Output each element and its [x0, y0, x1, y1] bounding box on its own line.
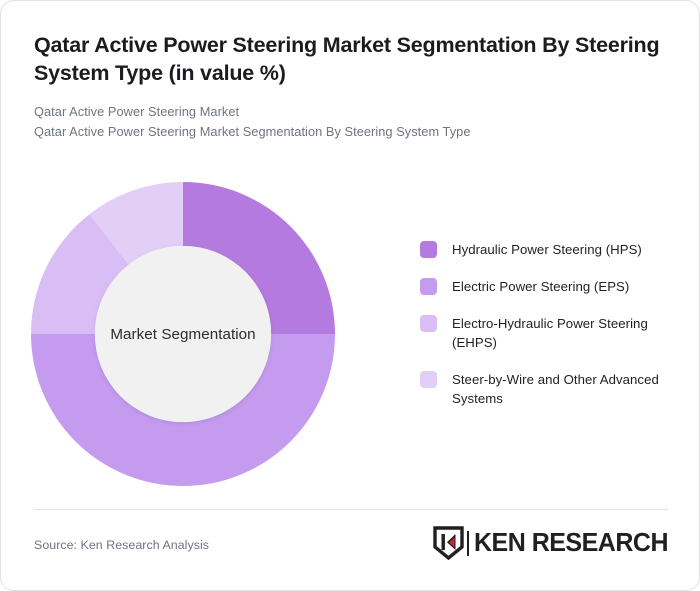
- legend-color-swatch: [420, 241, 437, 258]
- legend-item[interactable]: Electric Power Steering (EPS): [420, 277, 680, 296]
- legend-item-label: Steer-by-Wire and Other Advanced Systems: [452, 372, 659, 406]
- legend-item[interactable]: Steer-by-Wire and Other Advanced Systems: [420, 370, 680, 408]
- ken-research-logo: KEN RESEARCH: [433, 525, 669, 561]
- donut-hole: [95, 246, 271, 422]
- donut-chart-svg: [31, 182, 335, 486]
- logo-divider: [466, 530, 469, 556]
- page-title: Qatar Active Power Steering Market Segme…: [34, 33, 660, 85]
- legend-item[interactable]: Hydraulic Power Steering (HPS): [420, 240, 680, 259]
- subtitle-block: Qatar Active Power Steering Market Qatar…: [34, 102, 674, 142]
- legend-color-swatch: [420, 315, 437, 332]
- donut-chart: Market Segmentation: [31, 182, 335, 486]
- ken-research-shield-k-icon: [433, 526, 464, 560]
- donut-slice[interactable]: [89, 182, 183, 265]
- legend-item-label: Hydraulic Power Steering (HPS): [452, 242, 642, 257]
- legend-color-swatch: [420, 278, 437, 295]
- logo-wordmark: KEN RESEARCH: [473, 528, 669, 557]
- legend-item-label: Electric Power Steering (EPS): [452, 279, 630, 294]
- donut-slice[interactable]: [31, 334, 335, 486]
- donut-slice[interactable]: [183, 182, 335, 334]
- legend-item[interactable]: Electro-Hydraulic Power Steering (EHPS): [420, 314, 680, 352]
- subtitle-line-2: Qatar Active Power Steering Market Segme…: [34, 124, 471, 139]
- chart-legend: Hydraulic Power Steering (HPS) Electric P…: [420, 240, 680, 408]
- legend-color-swatch: [420, 371, 437, 388]
- subtitle-line-1: Qatar Active Power Steering Market: [34, 104, 240, 119]
- footer-divider: [34, 509, 668, 510]
- legend-item-label: Electro-Hydraulic Power Steering (EHPS): [452, 316, 648, 350]
- donut-slice-group: [31, 182, 335, 486]
- donut-slice[interactable]: [31, 214, 129, 334]
- chart-header: Qatar Active Power Steering Market Segme…: [34, 31, 674, 142]
- source-note: Source: Ken Research Analysis: [34, 538, 210, 552]
